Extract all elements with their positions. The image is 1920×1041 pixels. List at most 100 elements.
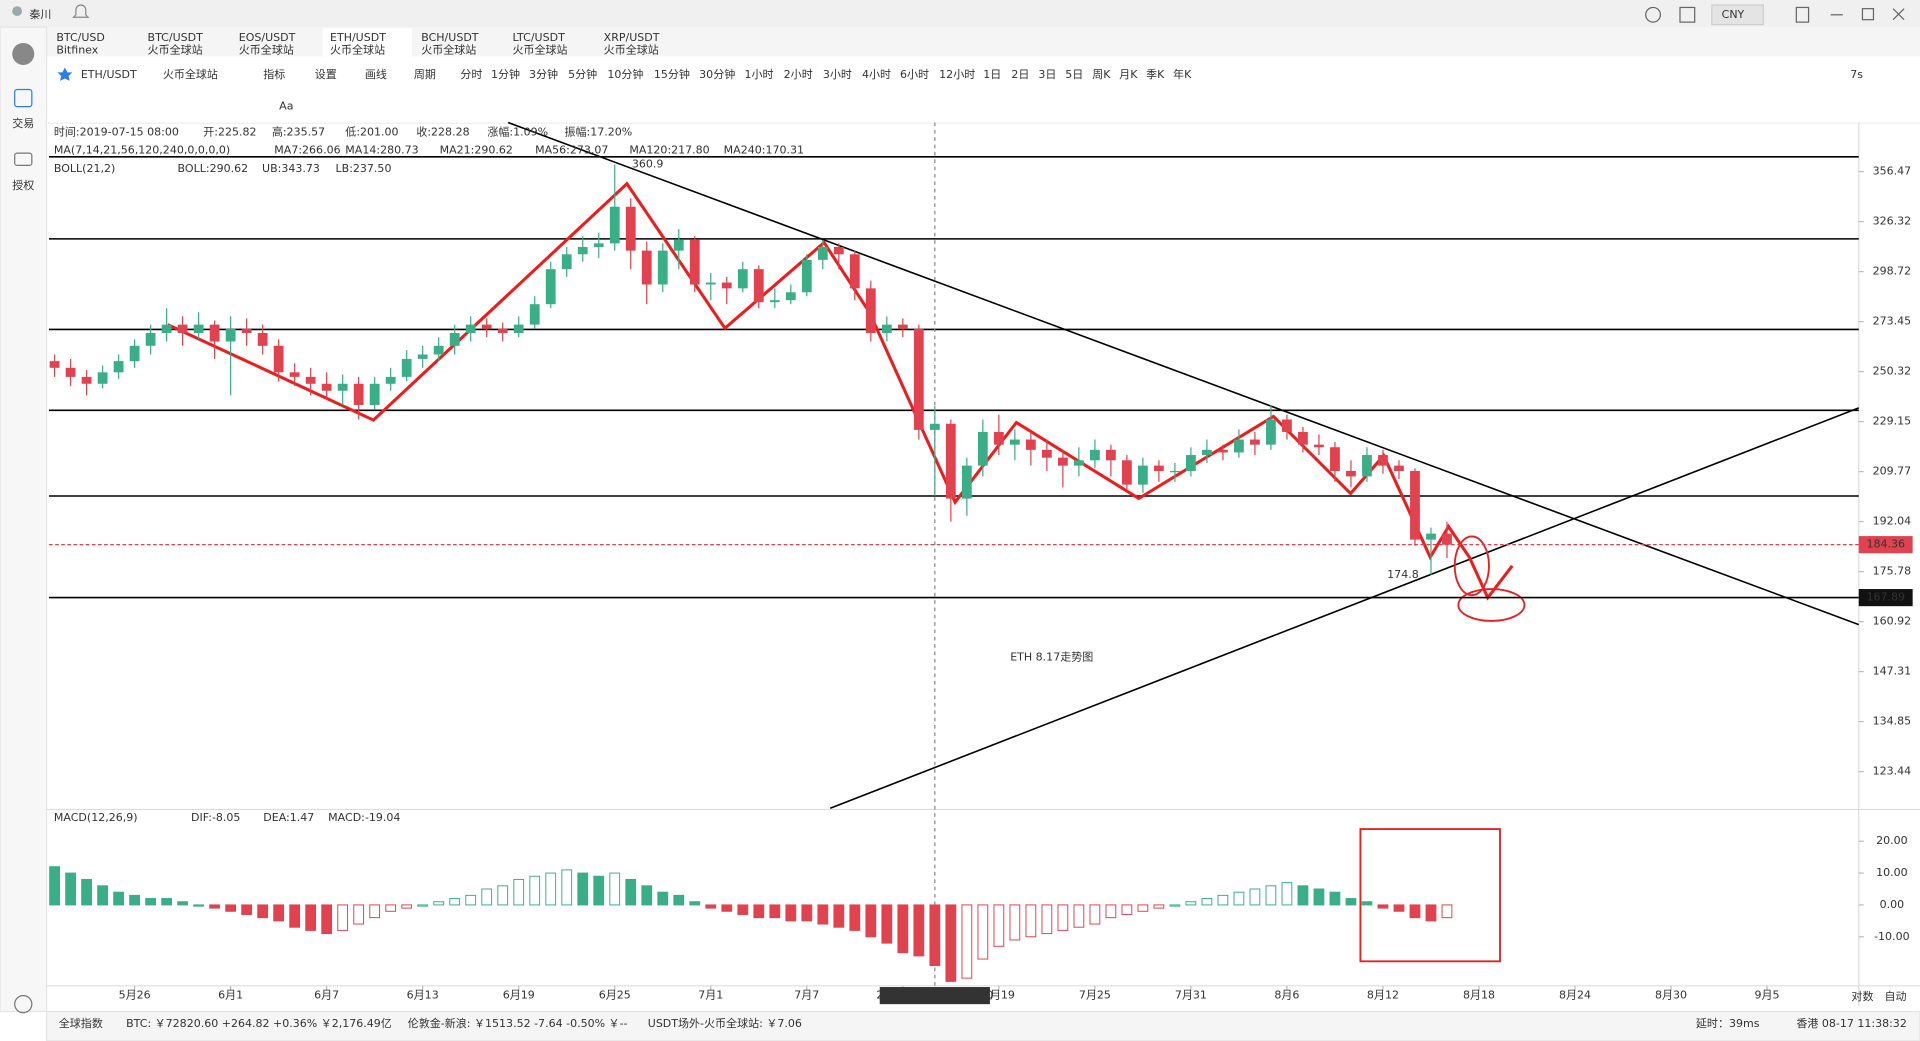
bell-icon[interactable] (71, 4, 90, 18)
period[interactable]: 1小时 (744, 68, 773, 81)
tab-exchange[interactable]: 火币全球站 (239, 42, 294, 56)
maximize[interactable] (1861, 8, 1875, 21)
currency-select[interactable] (1711, 4, 1764, 26)
status-item: USDT场外-火币全球站: ￥7.06 (648, 1016, 802, 1030)
tool[interactable]: 指标 (263, 67, 285, 81)
axis-mode[interactable]: 自动 (1884, 990, 1906, 1003)
logo[interactable] (12, 42, 35, 65)
tab-exchange[interactable]: 火币全球站 (330, 42, 385, 56)
tab-symbol[interactable]: BTC/USDT (148, 31, 204, 44)
tab[interactable] (322, 28, 413, 57)
candle-body (561, 254, 572, 270)
period[interactable]: 年K (1173, 67, 1192, 81)
candle-body (833, 246, 844, 255)
crosshair-tag (879, 987, 990, 1005)
period[interactable]: 5分钟 (568, 67, 597, 81)
period[interactable]: 月K (1119, 68, 1138, 81)
circle-mark (1457, 588, 1526, 622)
shirt-icon[interactable] (1679, 6, 1696, 23)
settings-icon[interactable] (14, 994, 33, 1014)
tab-symbol[interactable]: BCH/USDT (421, 31, 479, 44)
x-tick-label: 7月25 (1079, 989, 1111, 1002)
status-item: 伦敦金-新浪: ￥1513.52 -7.64 -0.50% ￥-- (408, 1016, 628, 1030)
candle-body (545, 269, 556, 305)
window-icon[interactable] (1795, 6, 1810, 23)
x-tick-label: 6月25 (599, 989, 631, 1002)
period[interactable]: 30分钟 (699, 67, 735, 81)
exchange: 火币全球站 (163, 67, 218, 81)
macd-bar (545, 872, 557, 906)
period[interactable]: 2日 (1011, 68, 1029, 81)
status-item: 香港 08-17 11:38:32 (1796, 1017, 1907, 1030)
candle-body (241, 328, 252, 333)
candle-body (753, 269, 764, 303)
period[interactable]: 3小时 (823, 68, 852, 81)
currency[interactable]: CNY (1722, 8, 1745, 21)
annotation: ETH 8.17走势图 (1010, 651, 1093, 664)
tab-symbol[interactable]: XRP/USDT (604, 31, 660, 44)
trade-icon[interactable] (14, 88, 33, 108)
macd-title: MACD(12,26,9) (54, 811, 138, 824)
tab[interactable] (140, 28, 230, 57)
candle-body (49, 361, 60, 368)
tool[interactable]: 设置 (315, 68, 337, 81)
axis-mode[interactable]: 对数 (1851, 989, 1873, 1003)
tab-symbol[interactable]: BTC/USD (56, 31, 105, 44)
macd-bar (177, 901, 189, 906)
period[interactable]: 3日 (1038, 68, 1056, 81)
tab-exchange[interactable]: 火币全球站 (421, 42, 476, 56)
x-tick-label: 7月19 (983, 989, 1015, 1002)
period[interactable]: 6小时 (900, 68, 929, 81)
candle-body (945, 423, 956, 499)
macd-bar (97, 885, 108, 906)
macd-bar (817, 904, 829, 925)
tab-symbol[interactable]: EOS/USDT (239, 31, 296, 44)
boll-item: LB:237.50 (336, 162, 392, 175)
period[interactable]: 季K (1146, 68, 1165, 81)
period[interactable]: 2小时 (784, 68, 813, 81)
period[interactable]: 分时 (460, 68, 482, 81)
auth-icon[interactable] (14, 152, 33, 167)
refresh[interactable]: 7s (1850, 68, 1863, 81)
period[interactable]: 10分钟 (607, 67, 643, 81)
macd-bar (1441, 904, 1453, 919)
tab-symbol[interactable]: LTC/USDT (512, 31, 565, 44)
tab-exchange[interactable]: Bitfinex (56, 43, 98, 56)
favorite-star[interactable] (57, 67, 73, 81)
tab[interactable] (231, 28, 321, 57)
period[interactable]: 4小时 (862, 68, 891, 81)
period[interactable]: 1分钟 (491, 67, 520, 81)
macd-bar (513, 878, 525, 906)
close[interactable] (1892, 8, 1905, 21)
candle-body (65, 367, 76, 377)
period-label[interactable]: 周期 (414, 68, 436, 81)
period[interactable]: 12小时 (939, 68, 975, 81)
x-tick-label: 6月13 (407, 989, 439, 1002)
macd-bar (1265, 885, 1277, 906)
text-tool[interactable]: Aa (279, 100, 293, 113)
tab-exchange[interactable]: 火币全球站 (148, 42, 203, 56)
period[interactable]: 3分钟 (529, 67, 558, 81)
y-tick-label: 356.47 (1873, 165, 1912, 178)
period[interactable]: 5日 (1065, 68, 1083, 81)
label: 秦川 (29, 7, 51, 21)
tab[interactable] (596, 28, 686, 57)
tool[interactable]: 画线 (365, 67, 387, 81)
tab-exchange[interactable]: 火币全球站 (604, 42, 659, 56)
user-icon[interactable] (12, 6, 23, 17)
tab[interactable] (505, 28, 595, 57)
candle-body (577, 246, 588, 255)
sidebar-item[interactable]: 授权 (12, 178, 34, 192)
period[interactable]: 15分钟 (654, 67, 690, 81)
tab-symbol[interactable]: ETH/USDT (330, 31, 386, 44)
period[interactable]: 1日 (983, 68, 1001, 81)
tab-exchange[interactable]: 火币全球站 (512, 42, 567, 56)
macd-bar (465, 894, 477, 906)
boll-item: BOLL:290.62 (178, 162, 249, 175)
tab[interactable] (48, 28, 139, 57)
period[interactable]: 周K (1092, 68, 1111, 81)
tab[interactable] (413, 28, 504, 57)
sidebar-item[interactable]: 交易 (12, 116, 34, 130)
candle-body (1041, 449, 1052, 458)
search-icon[interactable] (1645, 6, 1662, 23)
